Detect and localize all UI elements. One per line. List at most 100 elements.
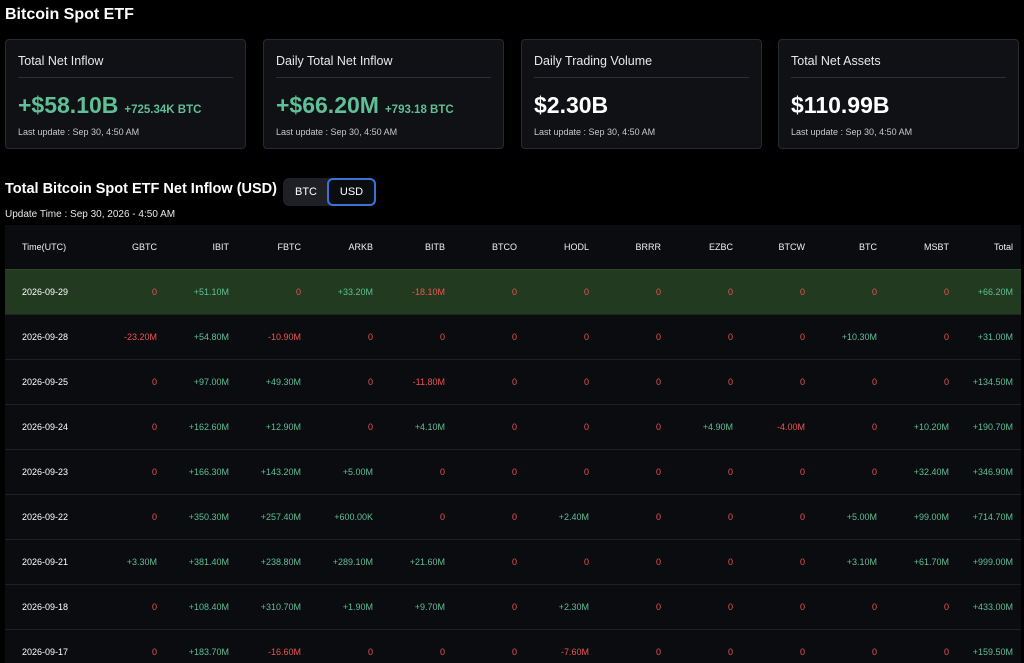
cell-btcw: -4.00M [776, 422, 805, 432]
cell-hodl: +2.40M [558, 512, 589, 522]
cell-ibit: +381.40M [188, 557, 229, 567]
row-date: 2026-09-21 [22, 557, 69, 567]
cell-btcw: 0 [799, 287, 805, 297]
cell-ezbc: +4.90M [702, 422, 733, 432]
column-header-msbt: MSBT [923, 242, 949, 252]
cell-fbtc: +49.30M [265, 377, 301, 387]
cell-arkb: +600.00K [334, 512, 373, 522]
cell-gbtc: 0 [151, 287, 157, 297]
card-last-update: Last update : Sep 30, 4:50 AM [534, 127, 656, 137]
currency-toggle: BTC USD [283, 178, 376, 206]
cell-btc: +3.10M [846, 557, 877, 567]
cell-bitb: 0 [439, 647, 445, 657]
cell-btco: 0 [511, 422, 517, 432]
card-title: Total Net Assets [791, 54, 881, 68]
row-date: 2026-09-29 [22, 287, 69, 297]
toggle-usd-button[interactable]: USD [327, 178, 376, 206]
cell-fbtc: -16.60M [267, 647, 301, 657]
cell-brrr: 0 [655, 332, 661, 342]
cell-ibit: +162.60M [188, 422, 229, 432]
cell-btco: 0 [511, 467, 517, 477]
table-row: 2026-09-28 -23.20M +54.80M -10.90M 0 0 0 0 0 0 0 +1… [5, 314, 1021, 359]
cell-total: +999.00M [972, 557, 1013, 567]
cell-bitb: +9.70M [414, 602, 445, 612]
cell-btcw: 0 [799, 512, 805, 522]
row-date: 2026-09-17 [22, 647, 69, 657]
column-header-gbtc: GBTC [131, 242, 157, 252]
cell-arkb: 0 [367, 377, 373, 387]
cell-btcw: 0 [799, 602, 805, 612]
card-main-value: $110.99B [791, 92, 890, 118]
cell-gbtc: 0 [151, 512, 157, 522]
cell-btco: 0 [511, 602, 517, 612]
card-value: $110.99B [791, 92, 889, 119]
cell-ibit: +350.30M [188, 512, 229, 522]
cell-ezbc: 0 [727, 332, 733, 342]
cell-total: +134.50M [972, 377, 1013, 387]
card-daily-total-net-inflow: Daily Total Net Inflow +$66.20M +793.18 B… [263, 39, 504, 149]
cell-arkb: 0 [367, 422, 373, 432]
cell-ibit: +97.00M [193, 377, 229, 387]
row-date: 2026-09-28 [22, 332, 69, 342]
cell-msbt: 0 [943, 287, 949, 297]
cell-bitb: +4.10M [414, 422, 445, 432]
cell-btc: 0 [871, 377, 877, 387]
cell-gbtc: 0 [151, 422, 157, 432]
row-date: 2026-09-25 [22, 377, 69, 387]
toggle-btc-button[interactable]: BTC [295, 186, 317, 198]
cell-total: +433.00M [972, 602, 1013, 612]
card-main-value: +$66.20M [276, 92, 379, 118]
cell-total: +31.00M [977, 332, 1013, 342]
cell-msbt: 0 [943, 602, 949, 612]
card-last-update: Last update : Sep 30, 4:50 AM [791, 127, 913, 137]
update-time: Update Time : Sep 30, 2026 - 4:50 AM [5, 209, 176, 220]
row-date: 2026-09-23 [22, 467, 69, 477]
cell-fbtc: +143.20M [260, 467, 301, 477]
cell-gbtc: +3.30M [126, 557, 157, 567]
cell-btcw: 0 [799, 377, 805, 387]
cell-btc: 0 [871, 467, 877, 477]
cell-ezbc: 0 [727, 377, 733, 387]
card-divider [534, 77, 749, 78]
cell-brrr: 0 [655, 602, 661, 612]
column-header-bitb: BITB [424, 242, 445, 252]
card-value: +$58.10B +725.34K BTC [18, 92, 201, 119]
cell-btc: +5.00M [846, 512, 877, 522]
cell-ibit: +54.80M [193, 332, 229, 342]
cell-btcw: 0 [799, 467, 805, 477]
cell-arkb: +289.10M [332, 557, 373, 567]
cell-bitb: 0 [439, 467, 445, 477]
cell-total: +714.70M [972, 512, 1013, 522]
card-value: +$66.20M +793.18 BTC [276, 92, 454, 119]
column-header-btcw: BTCW [778, 242, 806, 252]
cell-gbtc: 0 [151, 467, 157, 477]
card-divider [18, 77, 233, 78]
card-title: Total Net Inflow [18, 54, 104, 68]
cell-gbtc: 0 [151, 602, 157, 612]
row-date: 2026-09-22 [22, 512, 69, 522]
card-main-value: $2.30B [534, 92, 609, 118]
cell-hodl: 0 [583, 377, 589, 387]
cell-gbtc: -23.20M [123, 332, 157, 342]
cell-hodl: 0 [583, 422, 589, 432]
cell-arkb: +5.00M [342, 467, 373, 477]
row-date: 2026-09-24 [22, 422, 69, 432]
cell-btc: 0 [871, 647, 877, 657]
cell-ezbc: 0 [727, 647, 733, 657]
column-header-arkb: ARKB [348, 242, 373, 252]
cell-btco: 0 [511, 287, 517, 297]
cell-total: +190.70M [972, 422, 1013, 432]
cell-btco: 0 [511, 332, 517, 342]
column-header-time-utc: Time(UTC) [22, 242, 67, 252]
card-sub-value: +793.18 BTC [384, 104, 454, 116]
cell-ibit: +51.10M [193, 287, 229, 297]
card-divider [276, 77, 491, 78]
cell-btc: +10.30M [841, 332, 877, 342]
card-main-value: +$58.10B [18, 92, 119, 118]
card-divider [791, 77, 1006, 78]
card-title: Daily Total Net Inflow [276, 54, 393, 68]
cell-btc: 0 [871, 287, 877, 297]
cell-msbt: +10.20M [913, 422, 949, 432]
cell-brrr: 0 [655, 377, 661, 387]
cell-arkb: +33.20M [337, 287, 373, 297]
